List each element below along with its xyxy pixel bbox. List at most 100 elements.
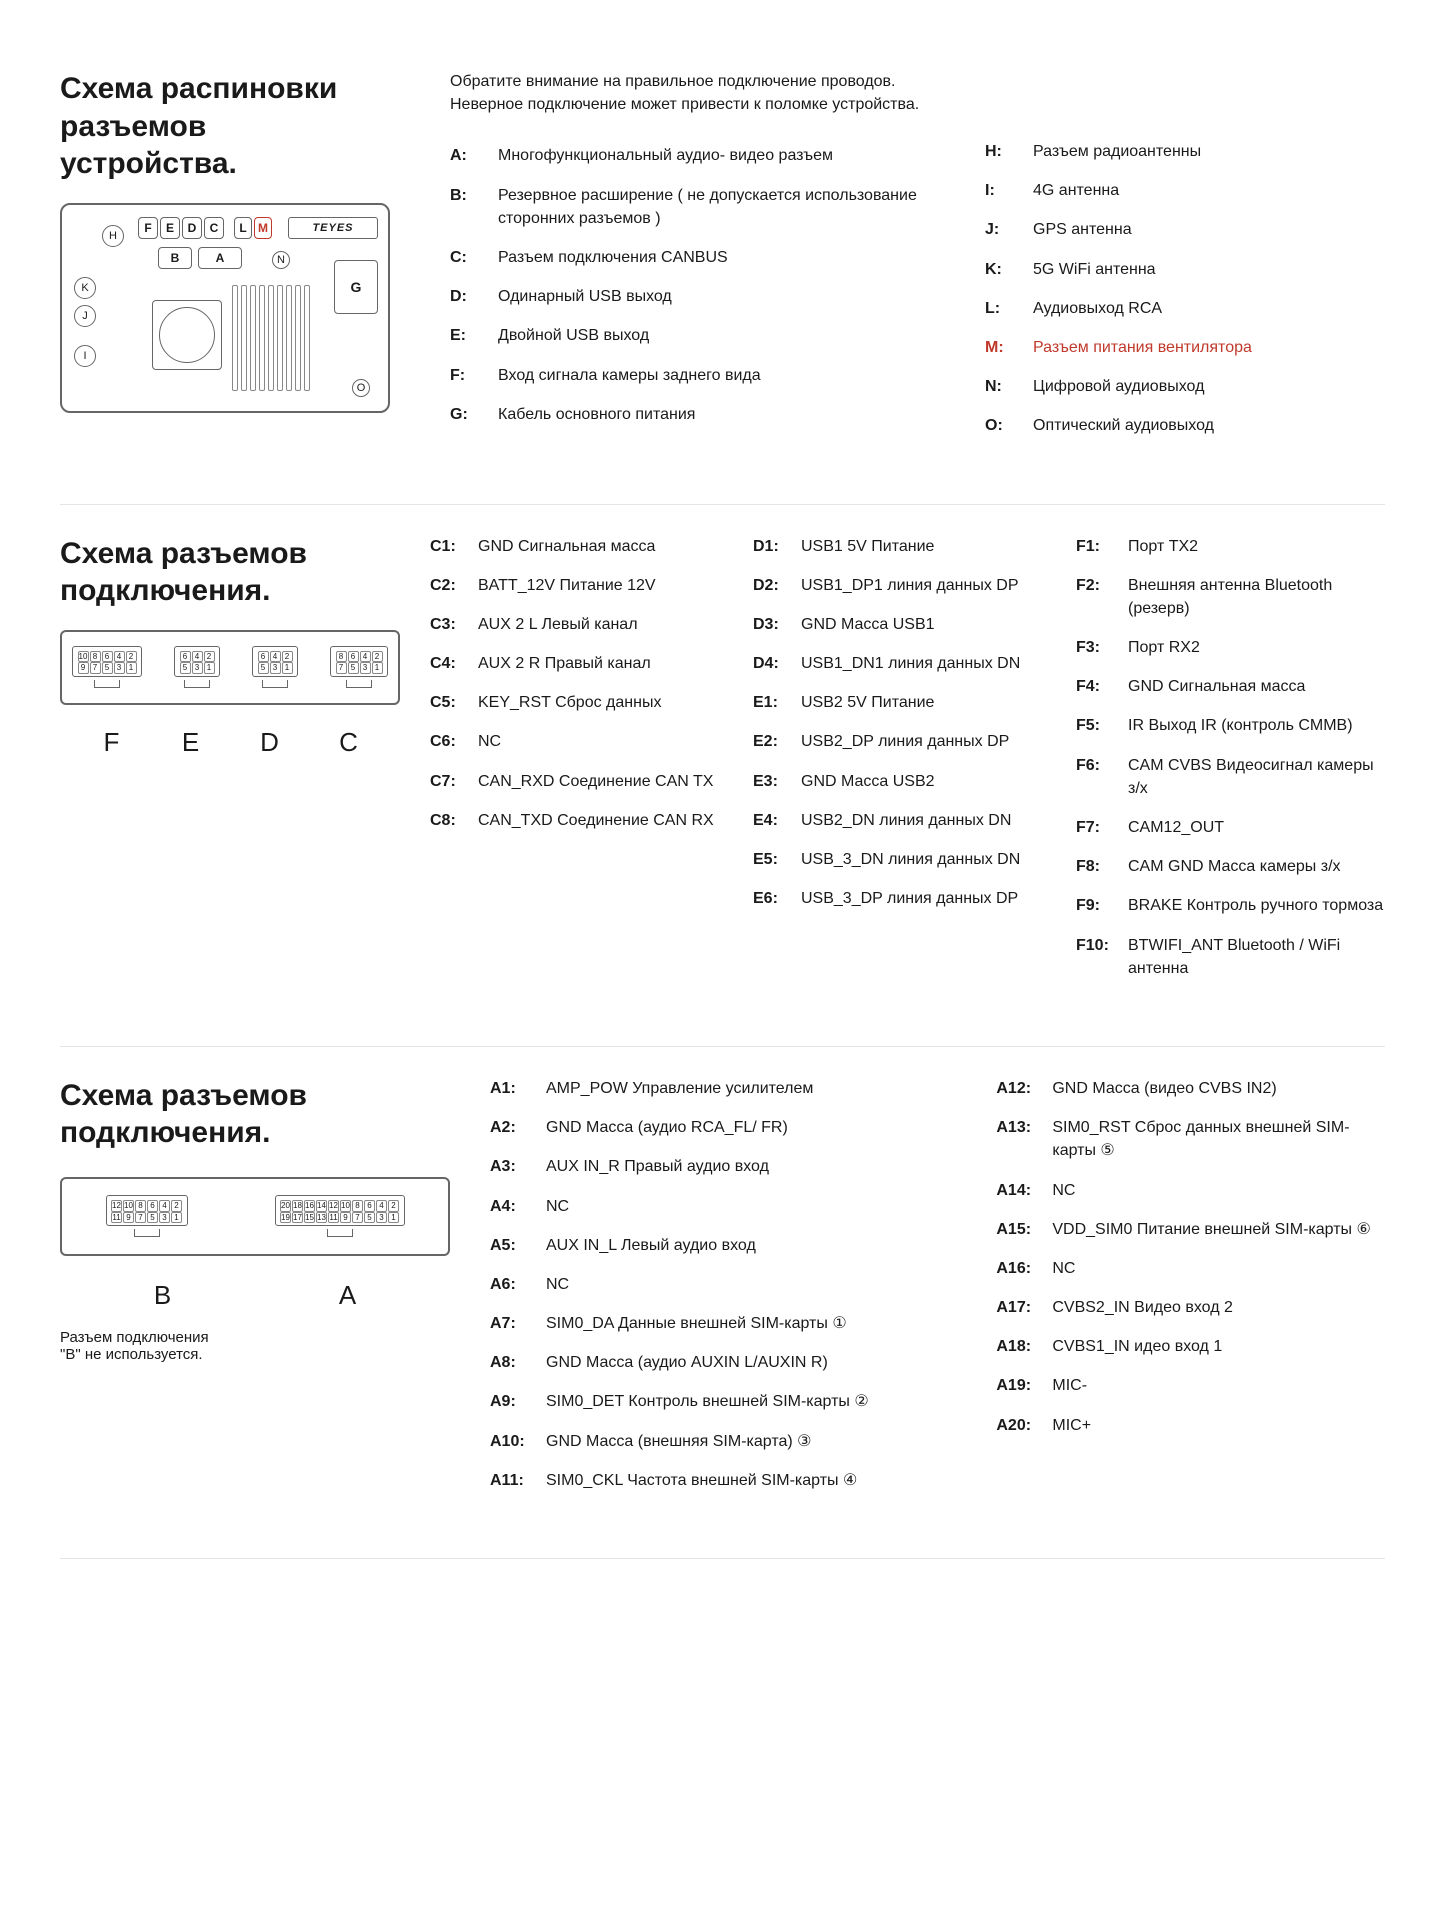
def-value: NC [478,730,739,753]
def-key: A12: [996,1077,1038,1100]
def-key: A9: [490,1390,532,1413]
def-key: A: [450,144,484,167]
def-key: E: [450,324,484,347]
def-value: Одинарный USB выход [498,285,925,308]
def-key: A5: [490,1234,532,1257]
def-value: 5G WiFi антенна [1033,258,1385,281]
def-value: Оптический аудиовыход [1033,414,1385,437]
def-item: A3:AUX IN_R Правый аудио вход [490,1155,956,1178]
def-item: D4:USB1_DN1 линия данных DN [753,652,1062,675]
connector-label: F [72,727,151,758]
def-value: Двойной USB выход [498,324,925,347]
def-item: F2: Внешняя антенна Bluetooth (резерв) [1076,574,1385,620]
def-key: F4: [1076,675,1114,698]
def-item: C8:CAN_TXD Соединение CAN RX [430,809,739,832]
def-key: A20: [996,1414,1038,1437]
port-j: J [74,305,96,327]
def-key: A19: [996,1374,1038,1397]
def-value: USB_3_DN линия данных DN [801,848,1062,871]
def-key: A15: [996,1218,1038,1241]
def-value: Многофункциональный аудио- видео разъем [498,144,925,167]
def-item: A11:SIM0_CKL Частота внешней SIM-карты ④ [490,1469,956,1492]
def-value: AUX IN_R Правый аудио вход [546,1155,956,1178]
def-key: F5: [1076,714,1114,737]
def-value: USB2_DN линия данных DN [801,809,1062,832]
port-d: D [182,217,202,239]
def-item: A4:NC [490,1195,956,1218]
def-key: D: [450,285,484,308]
def-value: CVBS2_IN Видео вход 2 [1052,1296,1385,1319]
def-item: M:Разъем питания вентилятора [985,336,1385,359]
connector: 642531 [174,646,220,677]
port-c: C [204,217,224,239]
def-item: F10:BTWIFI_ANT Bluetooth / WiFi антенна [1076,934,1385,980]
def-item: N:Цифровой аудиовыход [985,375,1385,398]
def-key: D1: [753,535,787,558]
def-item: E3:GND Масса USB2 [753,770,1062,793]
def-value: USB2_DP линия данных DP [801,730,1062,753]
def-key: A14: [996,1179,1038,1202]
def-item: E4: USB2_DN линия данных DN [753,809,1062,832]
def-value: GND Масса USB1 [801,613,1062,636]
def-item: A1:AMP_POW Управление усилителем [490,1077,956,1100]
port-e: E [160,217,180,239]
def-item: D2:USB1_DP1 линия данных DP [753,574,1062,597]
port-g: G [334,260,378,314]
connector-label: D [230,727,309,758]
def-value: Вход сигнала камеры заднего вида [498,364,925,387]
def-value: NC [1052,1179,1385,1202]
def-value: CAN_TXD Соединение CAN RX [478,809,739,832]
def-value: GND Масса (видео CVBS IN2) [1052,1077,1385,1100]
def-value: AUX 2 L Левый канал [478,613,739,636]
note-l1: Разъем подключения [60,1329,209,1346]
def-key: F2: [1076,574,1114,620]
def-item: A13:SIM0_RST Сброс данных внешней SIM-ка… [996,1116,1385,1162]
def-key: A2: [490,1116,532,1139]
def-value: Разъем радиоантенны [1033,140,1385,163]
def-value: MIC+ [1052,1414,1385,1437]
def-key: I: [985,179,1019,202]
port-k: K [74,277,96,299]
def-key: A8: [490,1351,532,1374]
def-value: Разъем питания вентилятора [1033,336,1385,359]
def-key: O: [985,414,1019,437]
pins-c: C1:GND Сигнальная массаC2:BATT_12V Питан… [430,535,739,996]
defs-right: H:Разъем радиоантенныI:4G антеннаJ:GPS а… [985,140,1385,438]
def-key: E1: [753,691,787,714]
def-value: GND Масса (аудио RCA_FL/ FR) [546,1116,956,1139]
def-item: A14: NC [996,1179,1385,1202]
def-item: A7:SIM0_DA Данные внешней SIM-карты ① [490,1312,956,1335]
def-key: F3: [1076,636,1114,659]
def-key: E5: [753,848,787,871]
connector: 86427531 [330,646,388,677]
pins-a-right: A12: GND Масса (видео CVBS IN2) A13:SIM0_R… [996,1077,1385,1508]
def-value: NC [546,1195,956,1218]
heatsink-icon [232,285,328,391]
def-key: F7: [1076,816,1114,839]
connector-b-note: Разъем подключения "B" не используется. [60,1329,450,1363]
def-key: C5: [430,691,464,714]
def-item: G:Кабель основного питания [450,403,925,426]
def-key: D2: [753,574,787,597]
def-key: N: [985,375,1019,398]
def-item: O: Оптический аудиовыход [985,414,1385,437]
def-key: A11: [490,1469,532,1492]
defs-left: A: Многофункциональный аудио- видео разъе… [450,144,925,426]
def-value: Внешняя антенна Bluetooth (резерв) [1128,574,1385,620]
def-item: F5:IR Выход IR (контроль CMMB) [1076,714,1385,737]
def-key: K: [985,258,1019,281]
def-item: C6: NC [430,730,739,753]
port-l: L [234,217,252,239]
def-key: C6: [430,730,464,753]
def-key: E4: [753,809,787,832]
def-key: A17: [996,1296,1038,1319]
def-item: C7:CAN_RXD Соединение CAN TX [430,770,739,793]
connector-box-fedc: 1086429753164253164253186427531 [60,630,400,705]
def-key: C: [450,246,484,269]
def-value: SIM0_DET Контроль внешней SIM-карты ② [546,1390,956,1413]
def-item: B:Резервное расширение ( не допускается … [450,184,925,230]
def-key: A18: [996,1335,1038,1358]
def-item: E5: USB_3_DN линия данных DN [753,848,1062,871]
warn-line2: Неверное подключение может привести к по… [450,96,919,113]
def-key: C1: [430,535,464,558]
